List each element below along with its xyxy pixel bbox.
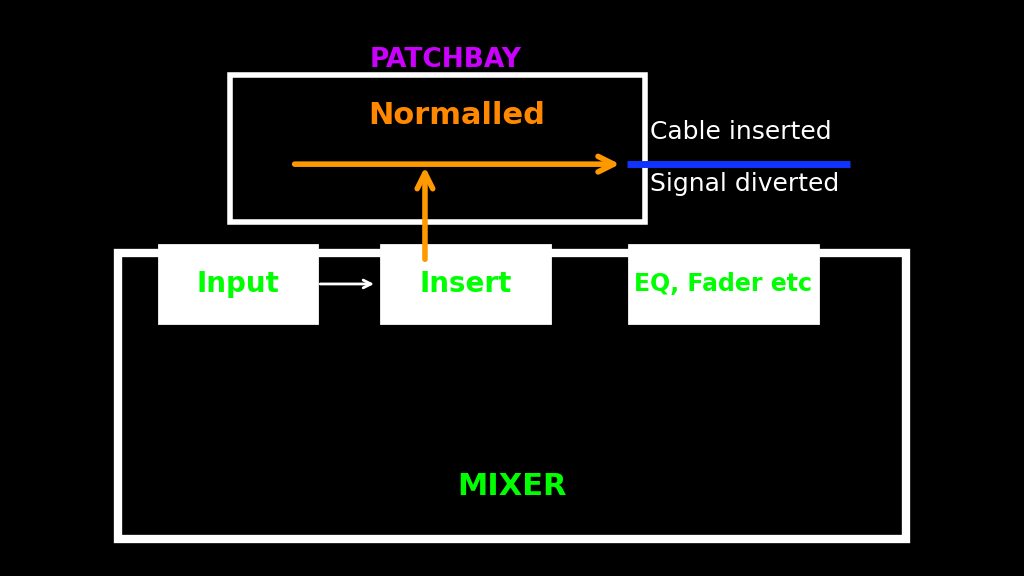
Text: Signal diverted: Signal diverted [650,172,840,196]
Text: Cable inserted: Cable inserted [650,120,831,145]
Bar [118,253,906,539]
Bar [629,245,818,323]
Bar [230,75,645,222]
Text: EQ, Fader etc: EQ, Fader etc [634,272,812,296]
Bar [381,245,550,323]
Text: PATCHBAY: PATCHBAY [370,47,521,74]
Bar [159,245,317,323]
Text: MIXER: MIXER [458,472,566,501]
Text: Normalled: Normalled [369,101,546,130]
Text: Insert: Insert [420,270,512,298]
Text: Input: Input [197,270,280,298]
